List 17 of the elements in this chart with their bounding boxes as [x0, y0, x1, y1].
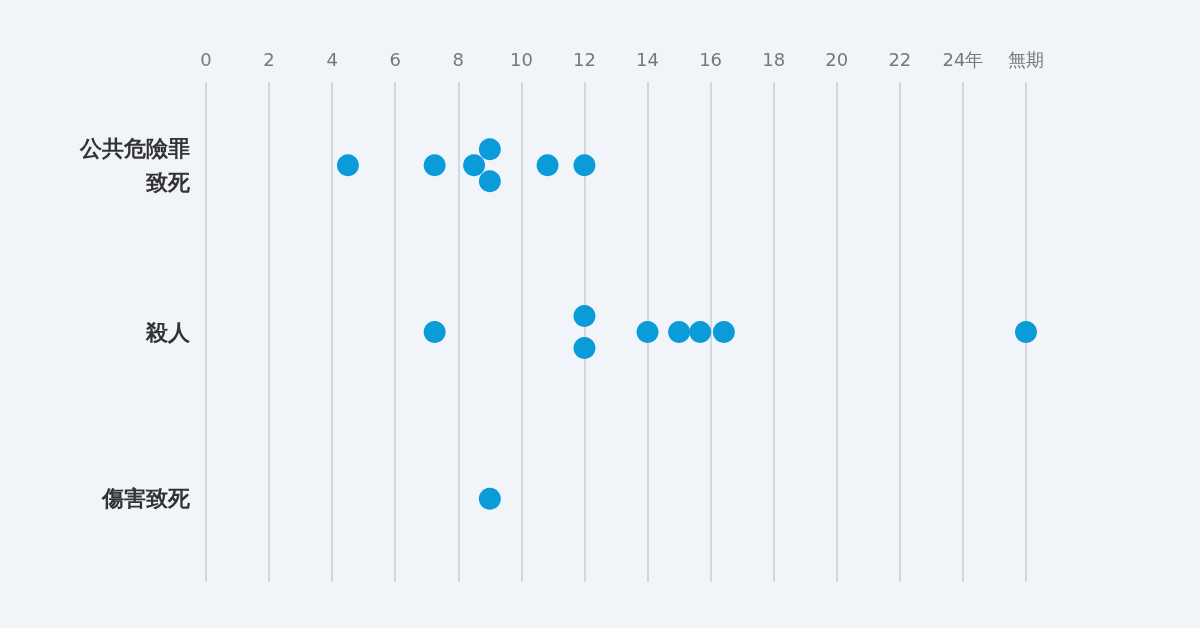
x-tick-label: 20 [825, 48, 849, 70]
x-tick-label: 14 [636, 48, 659, 70]
x-tick-label: 16 [699, 48, 723, 70]
x-tick-label: 18 [762, 48, 786, 70]
x-tick-label: 12 [573, 48, 596, 70]
y-tick-label: 傷害致死 [101, 486, 191, 512]
y-tick-label: 殺人 [145, 319, 191, 345]
x-tick-label: 24年 [942, 48, 984, 70]
x-tick-label: 6 [389, 48, 401, 70]
x-tick-label: 無期 [1008, 48, 1044, 70]
x-tick-label: 2 [263, 48, 275, 70]
x-tick-label: 10 [509, 48, 533, 70]
y-tick-label: 公共危險罪致死 [79, 135, 191, 195]
x-tick-label: 22 [888, 48, 912, 70]
x-tick-label: 0 [200, 48, 212, 70]
x-tick-label: 8 [452, 48, 465, 70]
x-tick-label: 4 [326, 48, 338, 70]
